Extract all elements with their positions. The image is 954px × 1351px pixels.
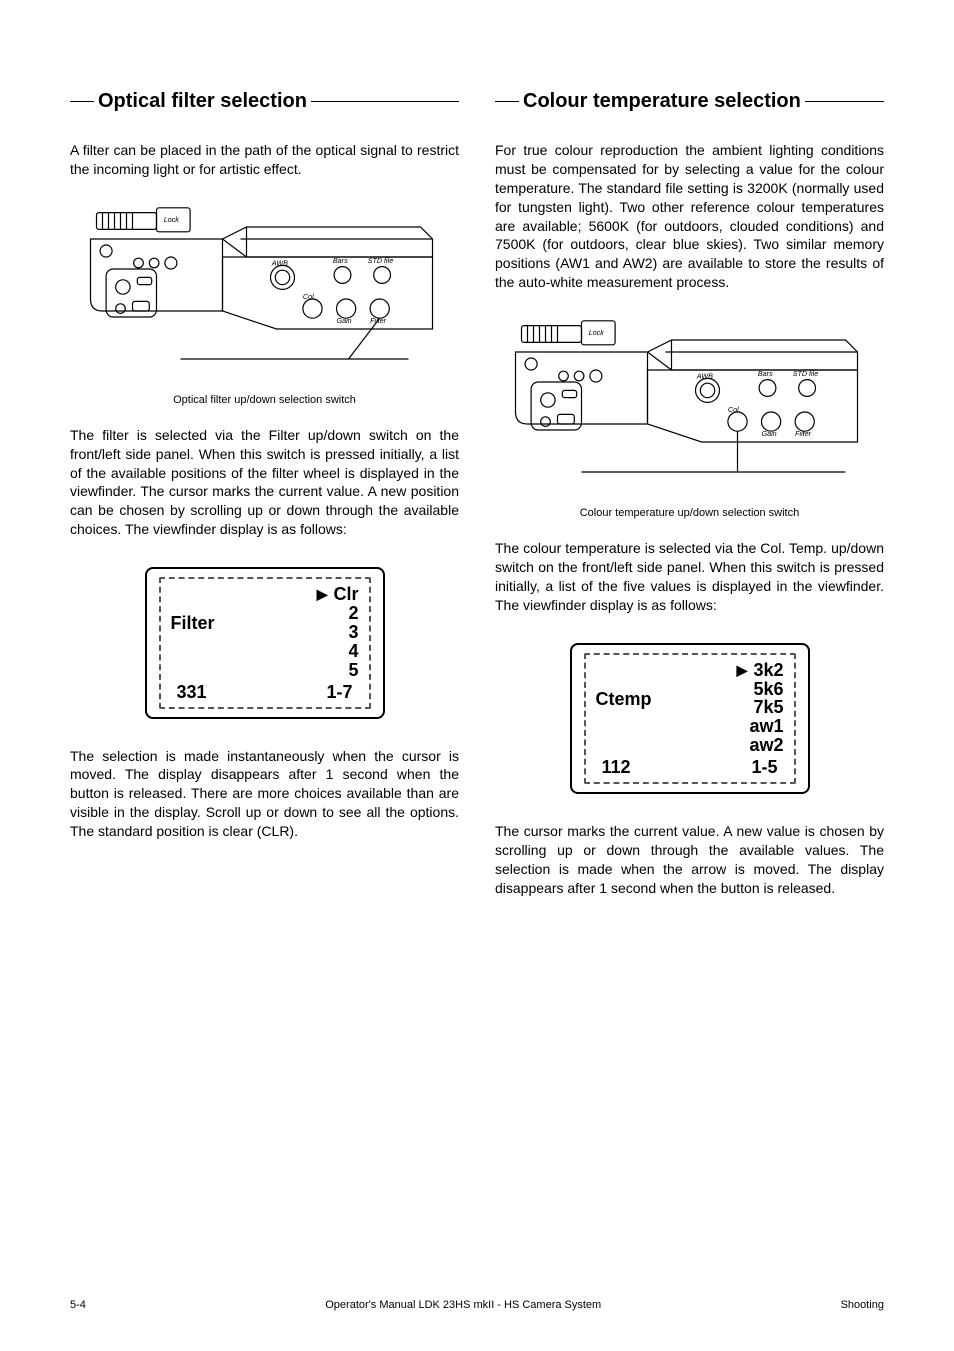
page: Optical filter selection A filter can be… <box>0 0 954 1351</box>
left-vf-label: Filter <box>171 613 215 634</box>
left-vf-list: ▶ Clr 2 3 4 5 <box>317 585 359 679</box>
right-section-title: Colour temperature selection <box>495 90 884 113</box>
right-paragraph-1: For true colour reproduction the ambient… <box>495 141 884 292</box>
right-vf-bottom-right: 1-5 <box>751 757 777 778</box>
left-diagram-caption: Optical filter up/down selection switch <box>70 394 459 406</box>
left-vf-item-1: 2 <box>348 604 358 623</box>
left-vf-item-3: 4 <box>348 642 358 661</box>
title-rule-left <box>70 101 94 102</box>
awb-label: AWB <box>271 258 288 267</box>
right-vf-bottom-left: 112 <box>602 757 631 778</box>
right-vf-item-1: 5k6 <box>753 680 783 699</box>
page-footer: 5-4 Operator's Manual LDK 23HS mkII - HS… <box>70 1269 884 1311</box>
title-rule-right <box>805 101 884 102</box>
right-diagram: Lock AWB Bars STD file Col. <box>495 316 884 519</box>
left-vf-item-2: 3 <box>348 623 358 642</box>
content-columns: Optical filter selection A filter can be… <box>70 90 884 1269</box>
left-vf-bottom-right: 1-7 <box>326 682 352 703</box>
left-paragraph-2: The filter is selected via the Filter up… <box>70 426 459 539</box>
left-title-text: Optical filter selection <box>98 90 307 113</box>
col-label: Col. <box>728 405 741 414</box>
cursor-icon: ▶ <box>317 587 328 602</box>
right-vf-item-3: aw1 <box>749 717 783 736</box>
filter-label: Filter <box>795 429 812 438</box>
left-vf-item-0: Clr <box>333 585 358 604</box>
right-vf-item-2: 7k5 <box>753 698 783 717</box>
right-title-text: Colour temperature selection <box>523 90 801 113</box>
title-rule-right <box>311 101 459 102</box>
right-vf-list: ▶ 3k2 5k6 7k5 aw1 aw2 <box>737 661 784 755</box>
footer-doc-title: Operator's Manual LDK 23HS mkII - HS Cam… <box>325 1299 601 1311</box>
col-label: Col. <box>303 292 316 301</box>
std-label: STD file <box>368 256 394 265</box>
bars-label: Bars <box>333 256 348 265</box>
std-label: STD file <box>793 369 819 378</box>
right-vf-item-0: 3k2 <box>753 661 783 680</box>
lock-label: Lock <box>164 215 180 224</box>
awb-label: AWB <box>696 372 713 381</box>
left-section-title: Optical filter selection <box>70 90 459 113</box>
camera-sketch-left: Lock AWB Bars ST <box>70 203 459 383</box>
left-vf-bottom-left: 331 <box>177 682 207 703</box>
right-paragraph-2: The colour temperature is selected via t… <box>495 539 884 615</box>
left-column: Optical filter selection A filter can be… <box>70 90 459 1269</box>
left-paragraph-1: A filter can be placed in the path of th… <box>70 141 459 179</box>
left-diagram: Lock AWB Bars ST <box>70 203 459 406</box>
lock-label: Lock <box>589 328 605 337</box>
left-paragraph-3: The selection is made instantaneously wh… <box>70 747 459 841</box>
gain-label: Gain <box>337 316 352 325</box>
left-viewfinder-inner: Filter ▶ Clr 2 3 4 5 331 1-7 <box>159 577 371 708</box>
right-column: Colour temperature selection For true co… <box>495 90 884 1269</box>
bars-label: Bars <box>758 369 773 378</box>
left-viewfinder-box: Filter ▶ Clr 2 3 4 5 331 1-7 <box>145 567 385 718</box>
footer-section: Shooting <box>841 1299 884 1311</box>
right-viewfinder-box: Ctemp ▶ 3k2 5k6 7k5 aw1 aw2 112 1-5 <box>570 643 810 794</box>
right-diagram-caption: Colour temperature up/down selection swi… <box>495 507 884 519</box>
right-paragraph-3: The cursor marks the current value. A ne… <box>495 822 884 898</box>
camera-sketch-right: Lock AWB Bars STD file Col. <box>495 316 884 496</box>
footer-page-number: 5-4 <box>70 1299 86 1311</box>
left-vf-item-4: 5 <box>348 661 358 680</box>
right-vf-label: Ctemp <box>596 689 652 710</box>
gain-label: Gain <box>762 429 777 438</box>
title-rule-left <box>495 101 519 102</box>
cursor-icon: ▶ <box>737 663 748 678</box>
right-vf-item-4: aw2 <box>749 736 783 755</box>
right-viewfinder-inner: Ctemp ▶ 3k2 5k6 7k5 aw1 aw2 112 1-5 <box>584 653 796 784</box>
